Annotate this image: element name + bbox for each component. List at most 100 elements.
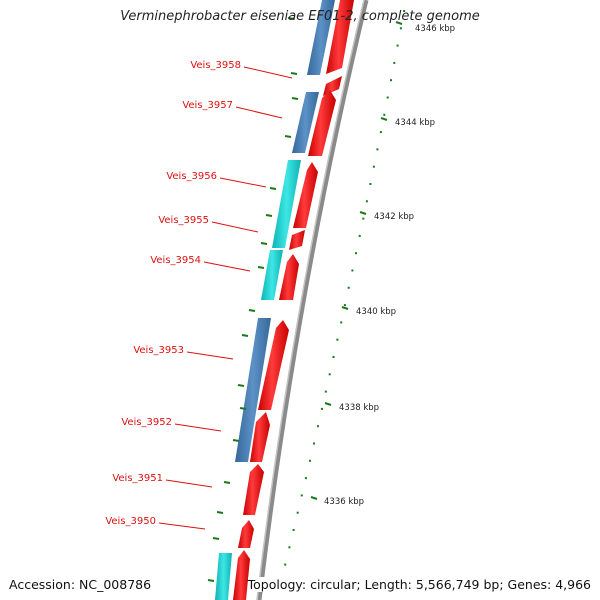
gene-label-veis-3957[interactable]: Veis_3957 — [182, 100, 233, 111]
scale-dot — [386, 96, 389, 99]
inner-tick — [232, 439, 240, 442]
scale-dot — [347, 286, 350, 289]
leader-veis-3955 — [211, 221, 259, 233]
scale-dot — [296, 511, 299, 514]
scale-major-tick-4340 — [341, 306, 349, 310]
scale-dot — [332, 356, 335, 358]
scale-label-4346: 4346 kbp — [415, 24, 455, 34]
inner-tick — [291, 97, 299, 100]
scale-label-4340: 4340 kbp — [356, 307, 396, 317]
scale-dot — [383, 113, 386, 116]
inner-tick — [265, 214, 273, 217]
inner-tick — [237, 384, 245, 387]
scale-dot — [403, 10, 406, 12]
inner-tick — [257, 266, 265, 269]
scale-dot — [358, 234, 361, 237]
gene-label-veis-3952[interactable]: Veis_3952 — [121, 417, 172, 428]
scale-dot — [324, 390, 327, 393]
leader-veis-3957 — [235, 106, 283, 119]
cds-arrow-5 — [289, 230, 305, 250]
scale-labels: 4346 kbp 4344 kbp 4342 kbp 4340 kbp 4338… — [310, 21, 455, 507]
scale-dot — [379, 131, 382, 134]
scale-dot — [316, 425, 319, 428]
scale-label-4342: 4342 kbp — [374, 212, 414, 222]
scale-dot — [320, 407, 323, 410]
gene-labels[interactable]: Veis_3958 Veis_3957 Veis_3956 Veis_3955 … — [105, 60, 293, 530]
leader-veis-3951 — [165, 479, 213, 488]
cds-arrow-3 — [308, 90, 336, 156]
scale-dot — [369, 183, 372, 185]
inner-tick — [207, 579, 215, 582]
cds-arrow-1 — [326, 0, 354, 74]
genome-backbone-highlight — [256, 0, 365, 600]
scale-major-tick-4346 — [395, 21, 403, 25]
gene-bar-veis-3956 — [272, 160, 301, 248]
inner-tick — [212, 537, 220, 540]
inner-tick — [248, 309, 256, 312]
gene-label-veis-3958[interactable]: Veis_3958 — [190, 60, 241, 71]
gene-bar-bottom — [215, 553, 232, 600]
inner-tick — [269, 187, 277, 190]
gene-label-veis-3955[interactable]: Veis_3955 — [158, 215, 209, 226]
scale-dot — [396, 44, 399, 47]
scale-dot — [399, 27, 402, 30]
inner-tick — [284, 135, 292, 138]
inner-tick — [260, 242, 268, 245]
gene-bar-veis-3957 — [292, 92, 319, 153]
gene-label-veis-3956[interactable]: Veis_3956 — [166, 171, 217, 182]
scale-dot — [351, 269, 354, 272]
leader-veis-3958 — [243, 66, 293, 79]
cds-arrow-11 — [233, 550, 250, 600]
leader-veis-3950 — [158, 522, 206, 530]
scale-dot — [336, 338, 339, 341]
accession-text: Accession: NC_008786 — [9, 577, 152, 592]
inner-tick — [287, 17, 295, 20]
genome-backbone — [256, 0, 369, 600]
cds-arrow-2 — [323, 76, 342, 96]
scale-dot — [393, 61, 396, 64]
leader-veis-3953 — [186, 351, 234, 360]
inner-tick — [241, 334, 249, 337]
gene-label-veis-3950[interactable]: Veis_3950 — [105, 516, 156, 527]
scale-label-4338: 4338 kbp — [339, 403, 379, 413]
gene-bar-veis-3958 — [307, 0, 335, 75]
leader-veis-3952 — [174, 423, 222, 432]
scale-dot — [300, 494, 303, 497]
inner-ticks — [207, 17, 299, 582]
scale-dot — [288, 546, 291, 549]
inner-tick — [239, 407, 247, 410]
gene-label-veis-3954[interactable]: Veis_3954 — [150, 255, 201, 266]
scale-dot — [372, 165, 375, 168]
scale-major-tick-4338 — [324, 402, 332, 406]
scale-dot — [355, 252, 357, 255]
gene-bar-veis-3954 — [261, 250, 283, 300]
scale-dots — [280, 10, 406, 583]
gene-label-veis-3953[interactable]: Veis_3953 — [133, 345, 184, 356]
scale-label-4336: 4336 kbp — [324, 497, 364, 507]
cds-arrow-4 — [293, 162, 318, 228]
scale-dot — [284, 563, 287, 566]
scale-major-tick-4344 — [380, 117, 388, 121]
cds-arrow-6 — [279, 254, 299, 300]
cds-arrow-8 — [250, 412, 270, 462]
scale-dot — [292, 529, 295, 531]
scale-dot — [313, 442, 315, 445]
scale-dot — [376, 148, 379, 151]
inner-tick — [290, 72, 298, 75]
scale-dot — [308, 459, 311, 462]
cds-arrow-7 — [258, 320, 289, 410]
scale-major-tick-4342 — [359, 211, 367, 215]
scale-dot — [343, 304, 346, 307]
scale-dot — [304, 477, 307, 480]
map-title: Verminephrobacter eiseniae EF01-2, compl… — [120, 9, 480, 24]
genome-summary: Topology: circular; Length: 5,566,749 bp… — [247, 577, 591, 592]
inner-tick — [223, 481, 231, 484]
scale-dot — [362, 217, 365, 220]
scale-major-tick-4336 — [310, 496, 318, 500]
inner-tick — [216, 511, 224, 514]
gene-label-veis-3951[interactable]: Veis_3951 — [112, 473, 163, 484]
leader-veis-3954 — [203, 261, 251, 272]
cds-arrow-10 — [238, 520, 254, 548]
leader-veis-3956 — [219, 177, 267, 188]
